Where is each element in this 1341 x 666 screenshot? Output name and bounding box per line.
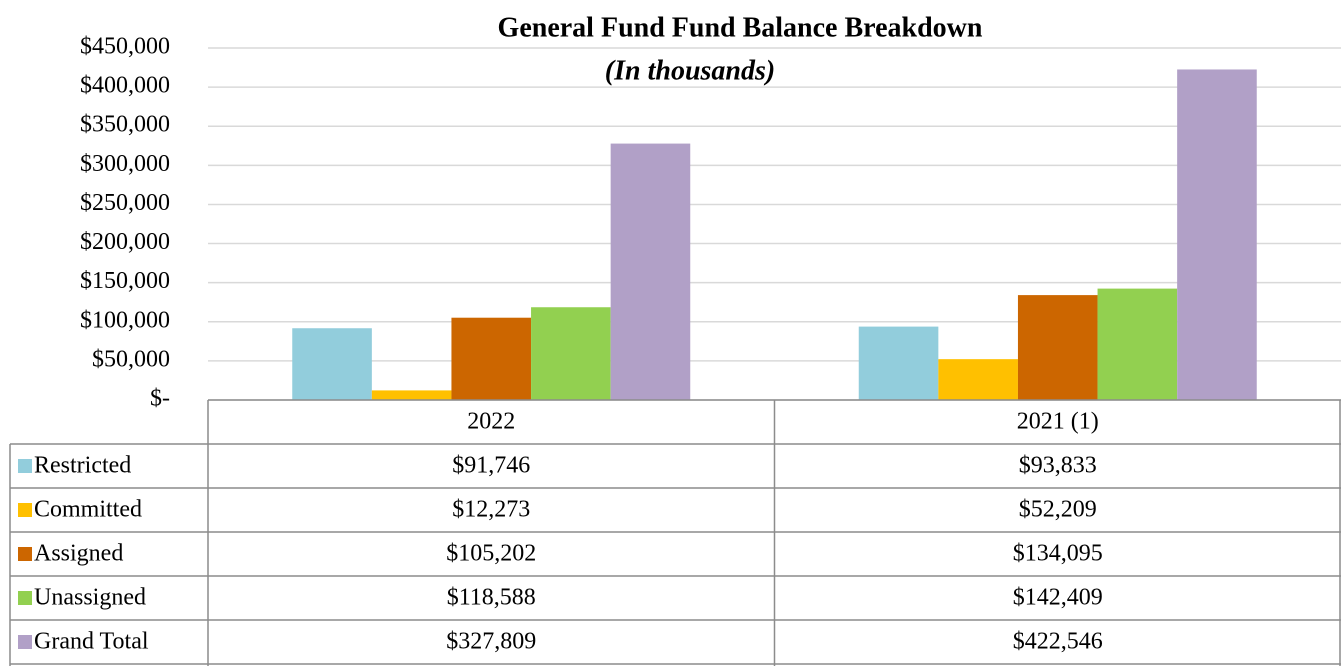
data-label: $93,833	[1019, 453, 1097, 479]
bar	[858, 326, 939, 400]
chart-title: General Fund Fund Balance Breakdown	[498, 12, 983, 43]
data-label: $422,546	[1013, 629, 1103, 655]
chart-subtitle: (In thousands)	[605, 55, 775, 86]
bar	[1017, 295, 1098, 400]
legend-key	[18, 591, 32, 605]
y-tick-label: $250,000	[80, 190, 170, 216]
y-tick-label: $-	[150, 386, 170, 412]
x-tick-label: 2021 (1)	[1017, 409, 1099, 435]
legend-label: Grand Total	[34, 629, 149, 655]
y-tick-label: $350,000	[80, 112, 170, 138]
y-tick-label: $300,000	[80, 151, 170, 177]
data-label: $105,202	[446, 541, 536, 567]
bar	[371, 390, 452, 400]
y-tick-label: $50,000	[92, 346, 170, 372]
legend-label: Assigned	[34, 541, 123, 567]
data-label: $118,588	[447, 585, 536, 611]
bar	[292, 328, 372, 400]
y-tick-label: $450,000	[80, 34, 170, 60]
y-tick-label: $200,000	[80, 229, 170, 255]
legend-label: Unassigned	[34, 585, 146, 611]
data-label: $91,746	[452, 453, 530, 479]
bar	[451, 317, 532, 400]
data-label: $142,409	[1013, 585, 1103, 611]
y-tick-label: $150,000	[80, 268, 170, 294]
bar	[1177, 69, 1257, 400]
legend-key	[18, 503, 32, 517]
legend-key	[18, 459, 32, 473]
legend-label: Committed	[34, 497, 142, 523]
bar	[1097, 288, 1178, 400]
legend-key	[18, 635, 32, 649]
bar	[938, 359, 1018, 400]
data-label: $12,273	[452, 497, 530, 523]
legend-key	[18, 547, 32, 561]
bar	[531, 307, 611, 400]
data-label: $134,095	[1013, 541, 1103, 567]
y-tick-label: $100,000	[80, 307, 170, 333]
bar	[610, 143, 691, 401]
legend-label: Restricted	[34, 453, 131, 479]
data-label: $52,209	[1019, 497, 1097, 523]
y-tick-label: $400,000	[80, 73, 170, 99]
x-tick-label: 2022	[467, 409, 515, 435]
data-label: $327,809	[446, 629, 536, 655]
